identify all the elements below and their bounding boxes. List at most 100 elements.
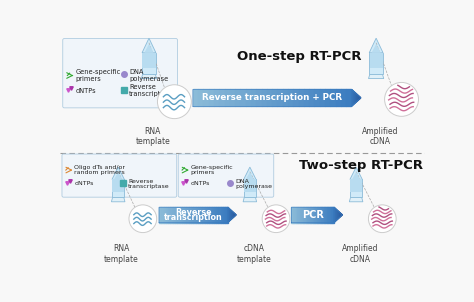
Polygon shape	[225, 207, 228, 223]
Polygon shape	[161, 207, 164, 223]
FancyBboxPatch shape	[142, 53, 156, 74]
Polygon shape	[309, 89, 314, 106]
Polygon shape	[219, 207, 221, 223]
FancyBboxPatch shape	[369, 53, 383, 74]
Polygon shape	[186, 207, 189, 223]
Polygon shape	[330, 89, 336, 106]
Polygon shape	[322, 207, 324, 223]
Polygon shape	[299, 89, 304, 106]
Polygon shape	[200, 207, 202, 223]
Polygon shape	[301, 207, 303, 223]
Polygon shape	[244, 167, 256, 179]
Circle shape	[384, 82, 419, 116]
Bar	[143, 53, 155, 68]
Polygon shape	[319, 89, 325, 106]
Polygon shape	[166, 207, 168, 223]
Polygon shape	[177, 207, 180, 223]
Polygon shape	[235, 89, 240, 106]
Polygon shape	[112, 167, 124, 179]
Polygon shape	[293, 207, 294, 223]
Polygon shape	[142, 38, 156, 53]
Polygon shape	[262, 89, 267, 106]
Polygon shape	[293, 89, 299, 106]
Polygon shape	[240, 89, 246, 106]
Polygon shape	[256, 89, 262, 106]
Polygon shape	[328, 207, 329, 223]
Text: Amplified
cDNA: Amplified cDNA	[342, 244, 378, 264]
Polygon shape	[311, 207, 313, 223]
Polygon shape	[314, 89, 319, 106]
FancyBboxPatch shape	[350, 179, 362, 197]
Polygon shape	[202, 207, 205, 223]
Polygon shape	[230, 89, 235, 106]
Polygon shape	[246, 172, 254, 179]
Polygon shape	[327, 207, 328, 223]
Polygon shape	[304, 89, 309, 106]
Text: PCR: PCR	[301, 210, 324, 220]
Polygon shape	[300, 207, 301, 223]
Polygon shape	[191, 207, 193, 223]
Polygon shape	[193, 89, 198, 106]
Polygon shape	[350, 167, 362, 179]
Polygon shape	[171, 207, 173, 223]
Polygon shape	[211, 207, 214, 223]
Polygon shape	[168, 207, 171, 223]
Polygon shape	[198, 89, 203, 106]
Polygon shape	[184, 207, 186, 223]
Polygon shape	[296, 207, 297, 223]
Polygon shape	[324, 207, 325, 223]
Circle shape	[262, 205, 290, 233]
Text: Two-step RT-PCR: Two-step RT-PCR	[299, 159, 423, 172]
Polygon shape	[173, 207, 175, 223]
Polygon shape	[306, 207, 307, 223]
Polygon shape	[307, 207, 309, 223]
Polygon shape	[318, 207, 319, 223]
Bar	[370, 53, 383, 68]
Polygon shape	[277, 89, 283, 106]
Polygon shape	[243, 197, 256, 202]
Text: RNA
template: RNA template	[104, 244, 138, 264]
Polygon shape	[309, 207, 310, 223]
Text: Amplified
cDNA: Amplified cDNA	[362, 127, 398, 146]
Text: dNTPs: dNTPs	[191, 182, 210, 186]
Text: DNA
polymerase: DNA polymerase	[235, 178, 272, 189]
Text: cDNA
template: cDNA template	[237, 244, 271, 264]
Polygon shape	[209, 207, 211, 223]
Polygon shape	[368, 74, 384, 79]
Polygon shape	[214, 89, 219, 106]
Polygon shape	[198, 207, 200, 223]
Polygon shape	[315, 207, 317, 223]
Polygon shape	[369, 38, 383, 53]
Polygon shape	[314, 207, 315, 223]
Polygon shape	[299, 207, 300, 223]
Polygon shape	[182, 207, 184, 223]
Polygon shape	[288, 89, 293, 106]
Polygon shape	[336, 89, 341, 106]
Polygon shape	[205, 207, 207, 223]
Polygon shape	[219, 89, 225, 106]
Polygon shape	[180, 207, 182, 223]
Bar	[350, 179, 362, 192]
Polygon shape	[246, 89, 251, 106]
Polygon shape	[251, 89, 256, 106]
Polygon shape	[225, 89, 230, 106]
Text: dNTPs: dNTPs	[76, 88, 97, 94]
Polygon shape	[145, 44, 154, 53]
Text: Gene-specific
primers: Gene-specific primers	[76, 69, 121, 82]
Polygon shape	[272, 89, 277, 106]
Polygon shape	[203, 89, 209, 106]
Polygon shape	[297, 207, 299, 223]
Bar	[244, 179, 255, 192]
Polygon shape	[321, 207, 322, 223]
Polygon shape	[319, 207, 321, 223]
Polygon shape	[223, 207, 225, 223]
Polygon shape	[292, 207, 293, 223]
Polygon shape	[317, 207, 318, 223]
Polygon shape	[325, 89, 330, 106]
Polygon shape	[372, 44, 381, 53]
Text: One-step RT-PCR: One-step RT-PCR	[237, 50, 361, 63]
Polygon shape	[196, 207, 198, 223]
Polygon shape	[303, 207, 304, 223]
Polygon shape	[221, 207, 223, 223]
Polygon shape	[141, 74, 156, 79]
